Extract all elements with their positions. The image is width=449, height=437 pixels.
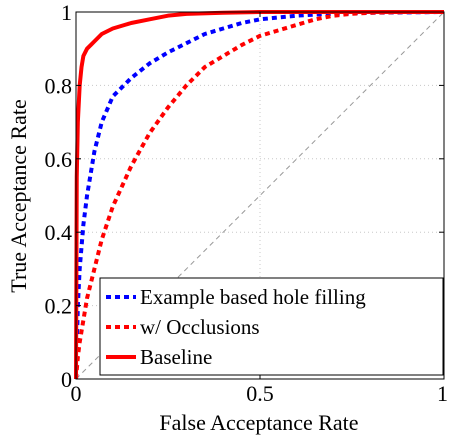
series-line-occlusions — [74, 10, 444, 380]
y-axis-label: True Acceptance Rate — [6, 99, 31, 292]
legend-box — [99, 277, 444, 376]
y-axis-ticks: 0 0.2 0.4 0.6 0.8 1 — [45, 0, 444, 392]
y-tick-label: 0 — [61, 367, 72, 392]
x-axis-ticks: 0 0.5 1 — [71, 12, 448, 406]
reference-line — [75, 11, 445, 380]
y-tick-label: 0.8 — [45, 73, 73, 98]
legend-label-example-based: Example based hole filling — [140, 285, 366, 309]
reference-diagonal — [75, 11, 445, 380]
legend: Example based hole filling w/ Occlusions… — [99, 277, 444, 376]
y-tick-label: 0.2 — [45, 294, 73, 319]
legend-label-occlusions: w/ Occlusions — [140, 315, 260, 339]
y-tick-label: 1 — [61, 0, 72, 25]
x-tick-label: 0 — [71, 381, 82, 406]
legend-label-baseline: Baseline — [140, 345, 212, 369]
y-tick-label: 0.4 — [45, 220, 73, 245]
series-line-example-based — [74, 10, 445, 380]
x-axis-label: False Acceptance Rate — [159, 410, 358, 435]
x-tick-label: 1 — [437, 381, 448, 406]
y-tick-label: 0.6 — [45, 147, 73, 172]
x-tick-label: 0.5 — [246, 381, 274, 406]
